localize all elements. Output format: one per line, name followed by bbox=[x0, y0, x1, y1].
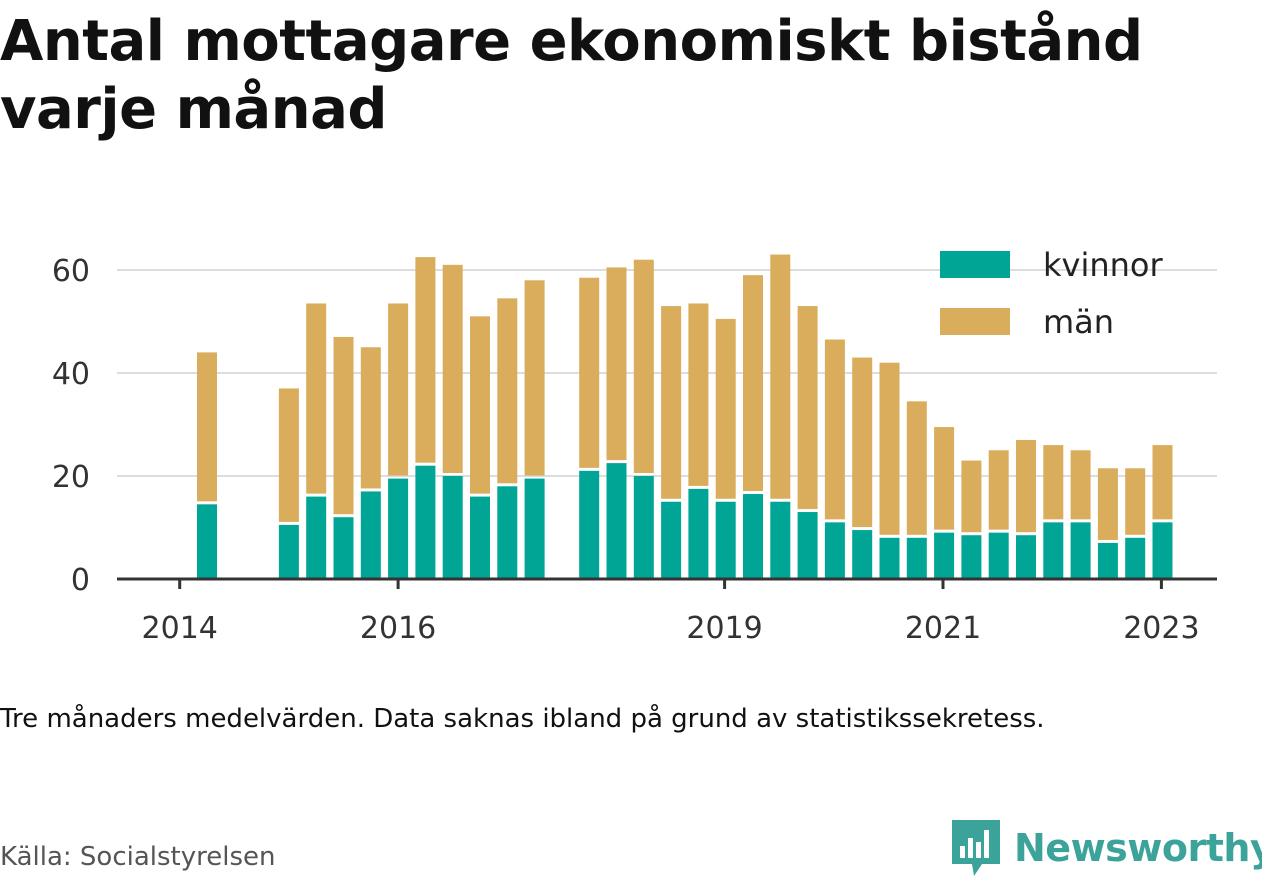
bar-kvinnor bbox=[333, 517, 354, 579]
bar-man bbox=[497, 298, 518, 484]
chart-area: 0 20 40 60 2014 2016 2019 2021 2023 kvinnor män bbox=[52, 246, 1217, 646]
bar-kvinnor bbox=[661, 501, 682, 579]
x-tick-label: 2016 bbox=[360, 611, 436, 646]
chart-title: Antal mottagare ekonomiskt bistånd varje… bbox=[0, 9, 1143, 142]
bar-kvinnor bbox=[1097, 542, 1118, 579]
bar-kvinnor bbox=[824, 522, 845, 579]
bar-kvinnor bbox=[197, 504, 217, 579]
brand-name: Newsworthy bbox=[1014, 826, 1262, 870]
bar-man bbox=[934, 427, 955, 530]
bar-man bbox=[633, 259, 654, 473]
legend-swatch bbox=[940, 308, 1010, 335]
bar-man bbox=[715, 318, 736, 499]
bars bbox=[197, 254, 1173, 579]
bar-man bbox=[278, 388, 299, 522]
bar-man bbox=[770, 254, 791, 499]
legend-label: män bbox=[1043, 303, 1114, 341]
axes: 0 20 40 60 2014 2016 2019 2021 2023 bbox=[52, 254, 1217, 646]
bar-kvinnor bbox=[524, 478, 545, 579]
legend-label: kvinnor bbox=[1043, 246, 1164, 284]
bar-man bbox=[333, 336, 354, 515]
bar-kvinnor bbox=[1016, 535, 1036, 579]
bar-man bbox=[197, 352, 217, 502]
bar-kvinnor bbox=[879, 537, 900, 579]
bar-man bbox=[606, 267, 627, 461]
x-tick-label: 2023 bbox=[1123, 611, 1199, 646]
bar-man bbox=[360, 347, 381, 489]
bar-man bbox=[1070, 450, 1091, 520]
bar-kvinnor bbox=[442, 476, 463, 579]
bar-kvinnor bbox=[278, 524, 299, 579]
bar-man bbox=[1097, 468, 1118, 540]
newsworthy-logo-icon bbox=[952, 820, 1000, 876]
bar-kvinnor bbox=[1152, 522, 1173, 579]
y-tick-label: 40 bbox=[52, 357, 90, 392]
bar-kvinnor bbox=[306, 496, 327, 579]
legend: kvinnor män bbox=[940, 246, 1164, 341]
x-tick-label: 2021 bbox=[905, 611, 981, 646]
bar-man bbox=[743, 275, 763, 492]
legend-swatch bbox=[940, 251, 1010, 278]
bar-man bbox=[524, 280, 545, 476]
bar-man bbox=[388, 303, 409, 476]
bar-kvinnor bbox=[606, 463, 627, 579]
y-tick-label: 60 bbox=[52, 254, 90, 289]
bar-man bbox=[961, 460, 982, 533]
bar-kvinnor bbox=[688, 488, 709, 579]
bar-kvinnor bbox=[743, 494, 763, 579]
bar-man bbox=[797, 306, 818, 510]
x-tick-label: 2014 bbox=[142, 611, 218, 646]
bar-man bbox=[470, 316, 490, 494]
y-tick-label: 20 bbox=[52, 460, 90, 495]
brand-logo: Newsworthy bbox=[950, 818, 1262, 878]
bar-kvinnor bbox=[388, 478, 409, 579]
bar-man bbox=[988, 450, 1009, 530]
bar-kvinnor bbox=[415, 465, 436, 579]
bar-kvinnor bbox=[633, 476, 654, 579]
bar-kvinnor bbox=[1125, 537, 1146, 579]
bar-kvinnor bbox=[360, 491, 381, 579]
bar-kvinnor bbox=[934, 532, 955, 579]
bar-man bbox=[442, 264, 463, 473]
bar-man bbox=[879, 362, 900, 535]
chart-note: Tre månaders medelvärden. Data saknas ib… bbox=[0, 704, 1045, 734]
bar-kvinnor bbox=[1070, 522, 1091, 579]
bar-man bbox=[688, 303, 709, 486]
bar-man bbox=[661, 306, 682, 499]
bar-kvinnor bbox=[797, 512, 818, 579]
x-tick-label: 2019 bbox=[686, 611, 762, 646]
bar-man bbox=[1125, 468, 1146, 535]
bar-kvinnor bbox=[988, 532, 1009, 579]
bar-kvinnor bbox=[497, 486, 518, 579]
bar-man bbox=[824, 339, 845, 520]
bar-kvinnor bbox=[961, 535, 982, 579]
bar-man bbox=[1152, 445, 1173, 520]
bar-man bbox=[906, 401, 927, 535]
source-label: Källa: Socialstyrelsen bbox=[0, 842, 276, 872]
bar-kvinnor bbox=[579, 470, 600, 579]
bar-man bbox=[415, 257, 436, 463]
bar-man bbox=[306, 303, 327, 494]
bar-kvinnor bbox=[1043, 522, 1064, 579]
bar-kvinnor bbox=[852, 530, 873, 579]
bar-man bbox=[1043, 445, 1064, 520]
bar-man bbox=[852, 357, 873, 528]
y-tick-label: 0 bbox=[71, 563, 90, 598]
bar-man bbox=[1016, 439, 1036, 533]
bar-kvinnor bbox=[770, 501, 791, 579]
bar-kvinnor bbox=[715, 501, 736, 579]
bar-kvinnor bbox=[906, 537, 927, 579]
bar-kvinnor bbox=[470, 496, 490, 579]
bar-man bbox=[579, 277, 600, 468]
